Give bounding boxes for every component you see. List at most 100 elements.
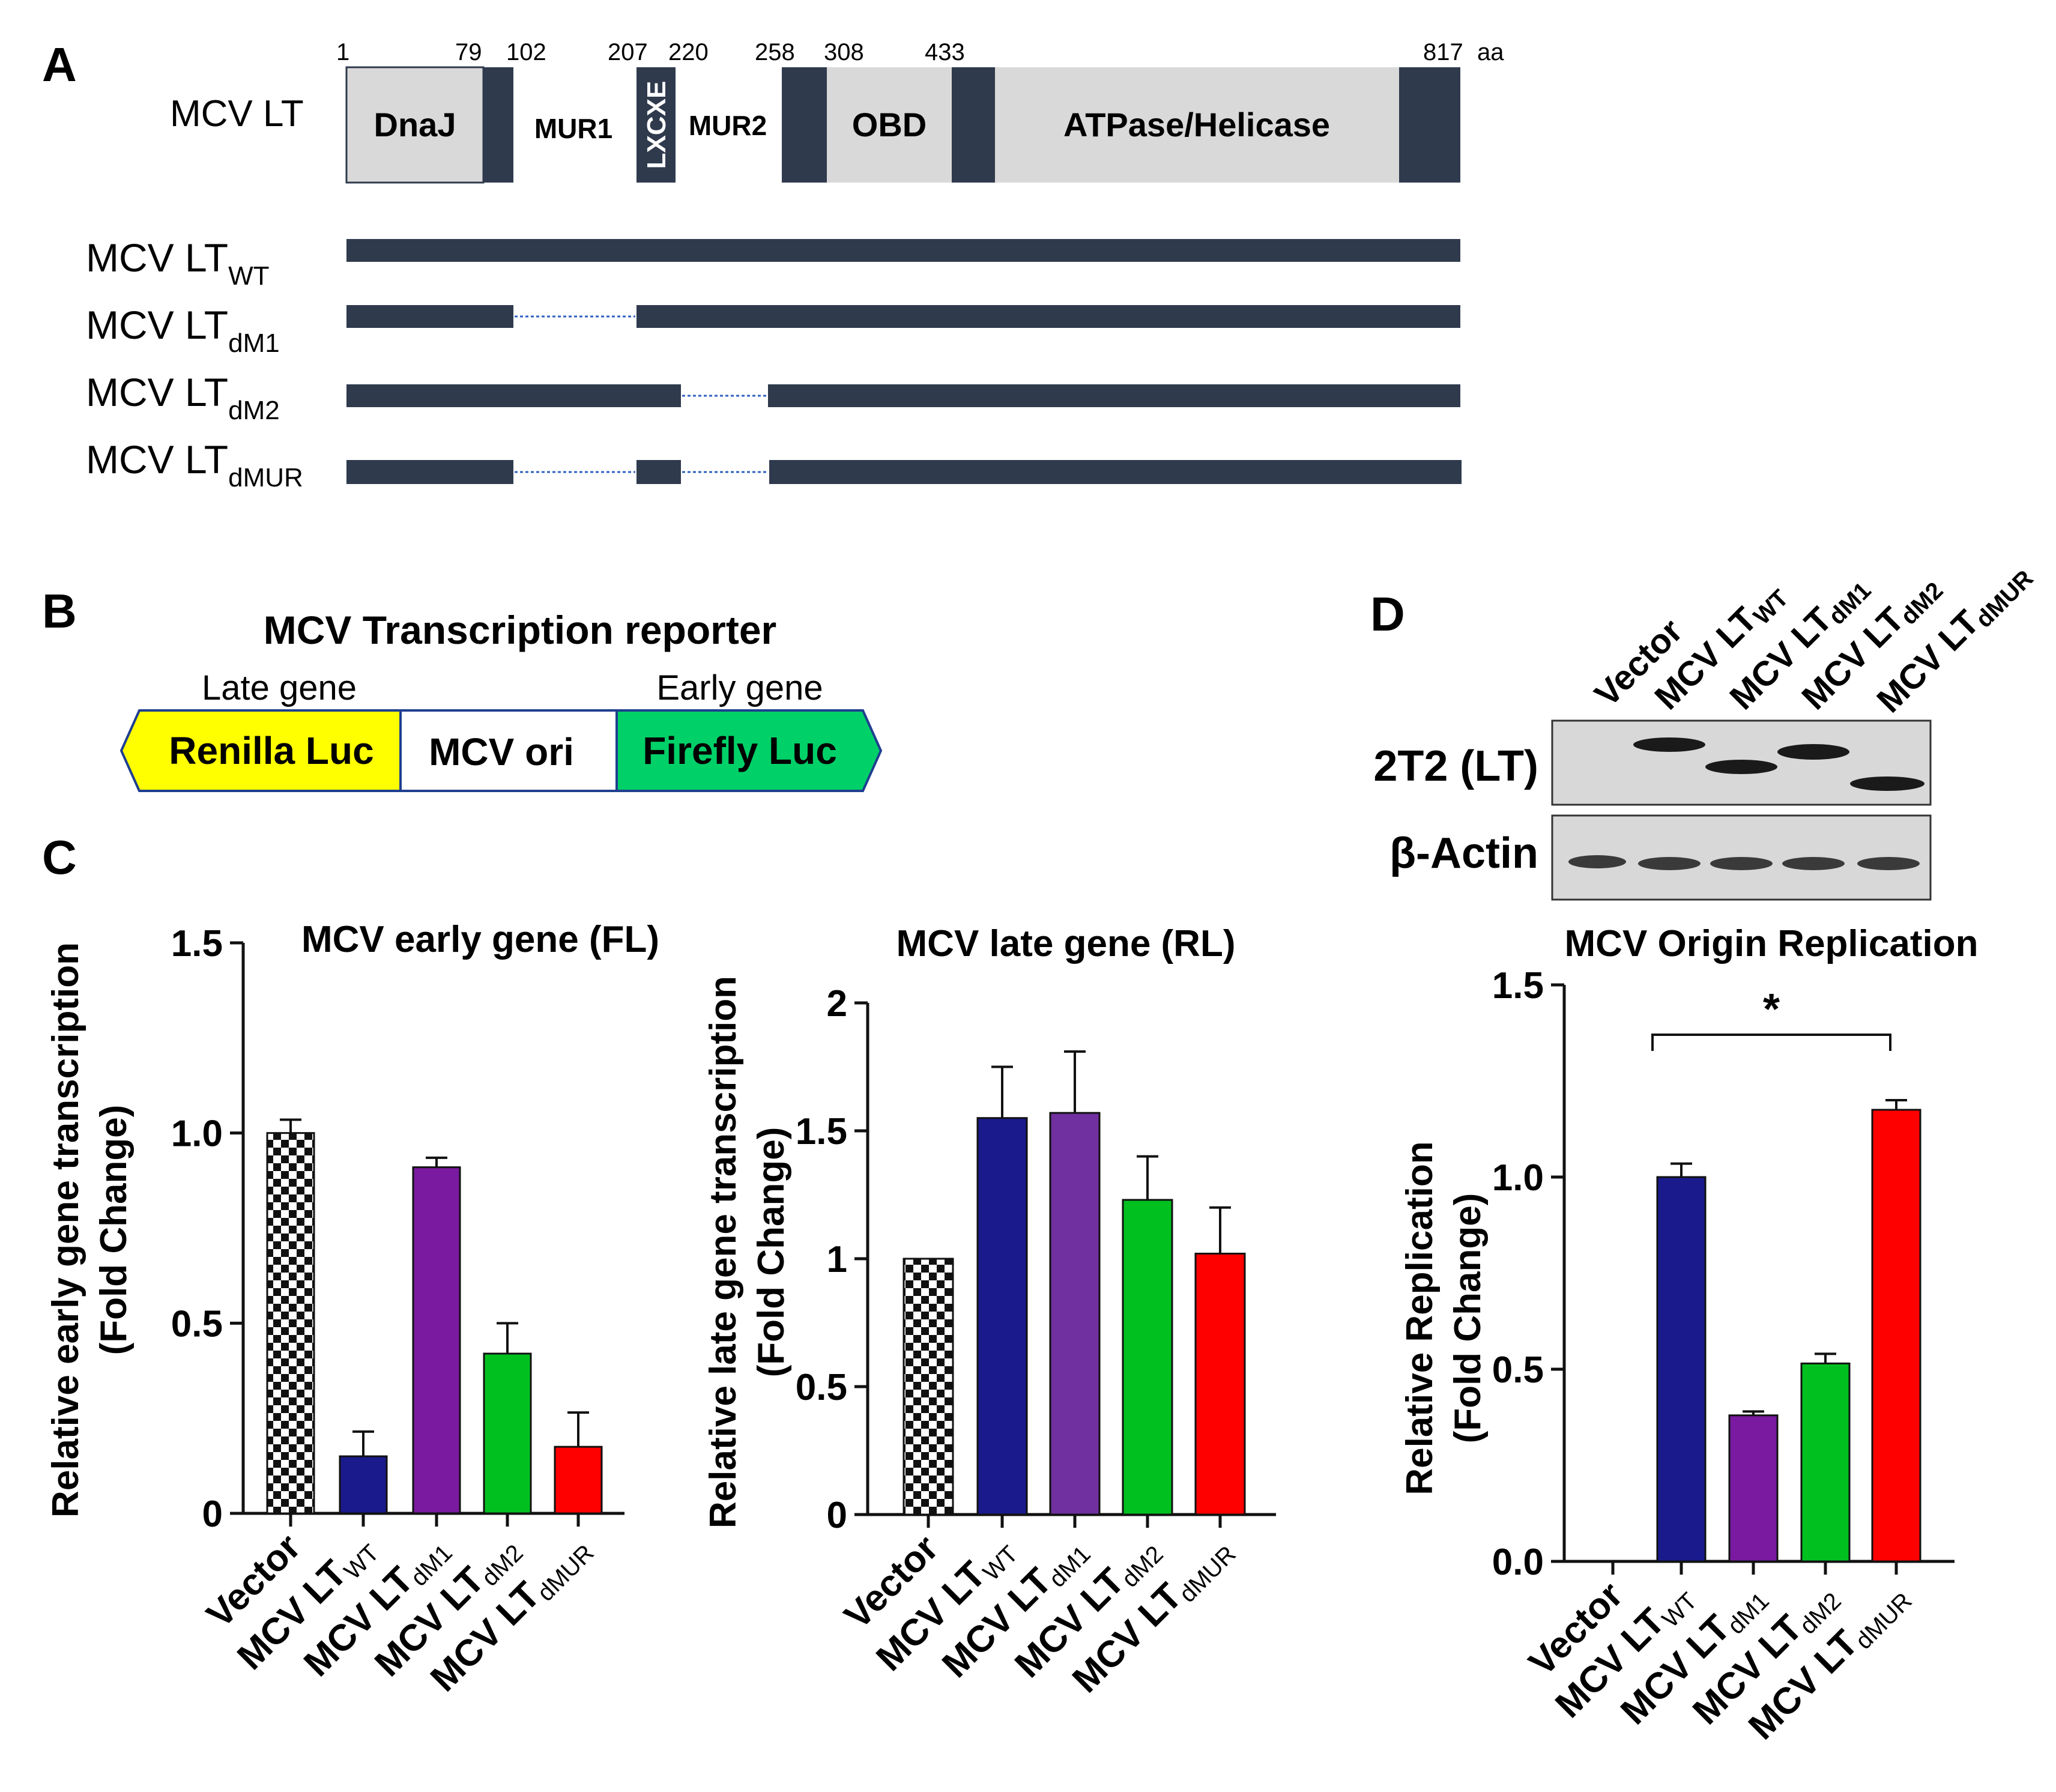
construct-dmur: MCV LTdMUR bbox=[86, 437, 1462, 492]
pos-308: 308 bbox=[824, 39, 864, 65]
y-tick-label: 1.5 bbox=[1492, 965, 1544, 1006]
domain-helicase-label: ATPase/Helicase bbox=[1063, 106, 1330, 144]
late-gene-chart: MCV late gene (RL) Relative late gene tr… bbox=[703, 923, 1276, 1701]
bar bbox=[976, 1117, 1028, 1516]
bar bbox=[903, 1258, 954, 1516]
firefly-luc-box bbox=[615, 709, 883, 792]
mcv-ori-box bbox=[399, 709, 618, 792]
band-lt-dmur bbox=[1850, 776, 1924, 791]
y-axis-label: Relative Replication (Fold Change) bbox=[1399, 1141, 1489, 1495]
y-tick-label: 0.5 bbox=[1492, 1349, 1544, 1391]
chart-title: MCV late gene (RL) bbox=[896, 923, 1236, 964]
panel-d-label: D bbox=[1370, 587, 1405, 641]
y-tick-label: 0.0 bbox=[1492, 1542, 1544, 1583]
y-tick-label: 0 bbox=[827, 1495, 847, 1536]
bar bbox=[339, 1455, 388, 1515]
chart-title: MCV early gene (FL) bbox=[301, 919, 659, 960]
y-axis-label: Relative late gene transcription (Fold Ch… bbox=[703, 976, 792, 1528]
chart-title: MCV Origin Replication bbox=[1565, 923, 1979, 964]
western-blot: Vector MCV LTWT MCV LTdM1 MCV LTdM2 MCV … bbox=[1373, 565, 2039, 901]
construct-base: MCV LT bbox=[86, 370, 228, 414]
pos-79: 79 bbox=[455, 39, 482, 65]
domain-obd-label: OBD bbox=[852, 106, 927, 144]
panel-a-label: A bbox=[42, 38, 77, 91]
band-lt-dm1 bbox=[1705, 760, 1777, 774]
band-lt-dm2 bbox=[1777, 744, 1849, 760]
construct-bar bbox=[636, 305, 1460, 328]
y-tick-label: 1.0 bbox=[1492, 1157, 1544, 1199]
y-tick-label: 0.5 bbox=[796, 1367, 847, 1408]
band-actin-vector bbox=[1568, 855, 1626, 868]
construct-label: MCV LTdM1 bbox=[86, 303, 280, 358]
bar bbox=[1800, 1362, 1851, 1563]
bar bbox=[412, 1166, 461, 1515]
y-axis-label-line1: Relative late gene transcription bbox=[703, 976, 744, 1528]
y-tick-label: 1.0 bbox=[171, 1113, 223, 1155]
replication-chart: MCV Origin Replication Relative Replicat… bbox=[1399, 923, 1979, 1748]
significance-star: * bbox=[1763, 985, 1780, 1034]
bar bbox=[266, 1132, 315, 1515]
protein-label: MCV LT bbox=[170, 93, 304, 135]
panel-c-label: C bbox=[42, 831, 77, 884]
mcv-ori-label: MCV ori bbox=[429, 730, 574, 773]
reporter-title: MCV Transcription reporter bbox=[264, 608, 777, 652]
construct-bar bbox=[768, 384, 1460, 407]
pos-433: 433 bbox=[925, 39, 965, 65]
construct-list: MCV LTWT MCV LTdM1 MCV LTdM2 MCV LTdMUR bbox=[86, 235, 1462, 492]
construct-label: MCV LTWT bbox=[86, 235, 270, 291]
late-gene-label: Late gene bbox=[202, 668, 357, 707]
domain-lxcxe-label: LXCXE bbox=[642, 81, 671, 169]
pos-1: 1 bbox=[336, 39, 349, 65]
firefly-luc-label: Firefly Luc bbox=[642, 729, 837, 772]
bar bbox=[483, 1352, 532, 1515]
pos-102: 102 bbox=[506, 39, 546, 65]
y-tick-label: 0 bbox=[202, 1494, 223, 1535]
blot-lane-labels: Vector MCV LTWT MCV LTdM1 MCV LTdM2 MCV … bbox=[1587, 565, 2039, 720]
construct-sub: dM2 bbox=[228, 396, 280, 425]
early-gene-chart: MCV early gene (FL) Relative early gene … bbox=[45, 919, 659, 1700]
blot-row-lt-label: 2T2 (LT) bbox=[1373, 742, 1538, 790]
significance-bracket bbox=[1651, 1034, 1891, 1051]
bar bbox=[1122, 1199, 1173, 1516]
construct-bar bbox=[346, 460, 513, 484]
domain-obd bbox=[827, 67, 952, 183]
construct-dm2: MCV LTdM2 bbox=[86, 370, 1460, 425]
panel-b-label: B bbox=[42, 584, 77, 638]
domain-mur2 bbox=[676, 67, 782, 183]
construct-label: MCV LTdM2 bbox=[86, 370, 280, 425]
construct-bar bbox=[769, 460, 1462, 484]
y-axis-label-line2: (Fold Change) bbox=[751, 1127, 792, 1378]
construct-sub: WT bbox=[228, 261, 269, 291]
reporter-construct: Renilla Luc MCV ori Firefly Luc bbox=[119, 709, 883, 792]
band-actin-dm2 bbox=[1782, 857, 1845, 870]
construct-base: MCV LT bbox=[86, 235, 228, 280]
bar bbox=[1728, 1414, 1779, 1563]
construct-bar bbox=[636, 460, 681, 484]
construct-base: MCV LT bbox=[86, 303, 228, 347]
y-tick-label: 1.5 bbox=[171, 923, 223, 964]
domain-map: DnaJ MUR1 LXCXE MUR2 OBD ATPase/Helicase bbox=[345, 66, 1460, 184]
y-axis-label-line1: Relative Replication bbox=[1399, 1141, 1441, 1495]
domain-helicase bbox=[995, 67, 1399, 183]
y-axis-label: Relative early gene transcription (Fold C… bbox=[45, 942, 135, 1518]
blot-row-actin-label: β-Actin bbox=[1389, 829, 1538, 877]
y-tick-label: 1 bbox=[827, 1239, 847, 1280]
construct-bar bbox=[346, 239, 1460, 262]
construct-bar bbox=[346, 305, 513, 328]
band-actin-dm1 bbox=[1710, 857, 1773, 870]
bar bbox=[1194, 1252, 1246, 1516]
bar bbox=[1049, 1112, 1101, 1516]
early-gene-label: Early gene bbox=[656, 668, 823, 707]
y-axis-label-line1: Relative early gene transcription bbox=[45, 942, 86, 1518]
construct-sub: dMUR bbox=[228, 463, 303, 492]
y-axis-label-line2: (Fold Change) bbox=[1447, 1193, 1489, 1444]
domain-mur2-label: MUR2 bbox=[689, 110, 767, 141]
y-axis-label-line2: (Fold Change) bbox=[93, 1105, 135, 1355]
y-tick-label: 1.5 bbox=[796, 1111, 847, 1152]
domain-mur1 bbox=[513, 67, 636, 183]
domain-dnaj bbox=[345, 66, 485, 184]
band-lt-wt bbox=[1633, 737, 1705, 752]
bar bbox=[554, 1445, 603, 1515]
construct-label: MCV LTdMUR bbox=[86, 437, 303, 492]
